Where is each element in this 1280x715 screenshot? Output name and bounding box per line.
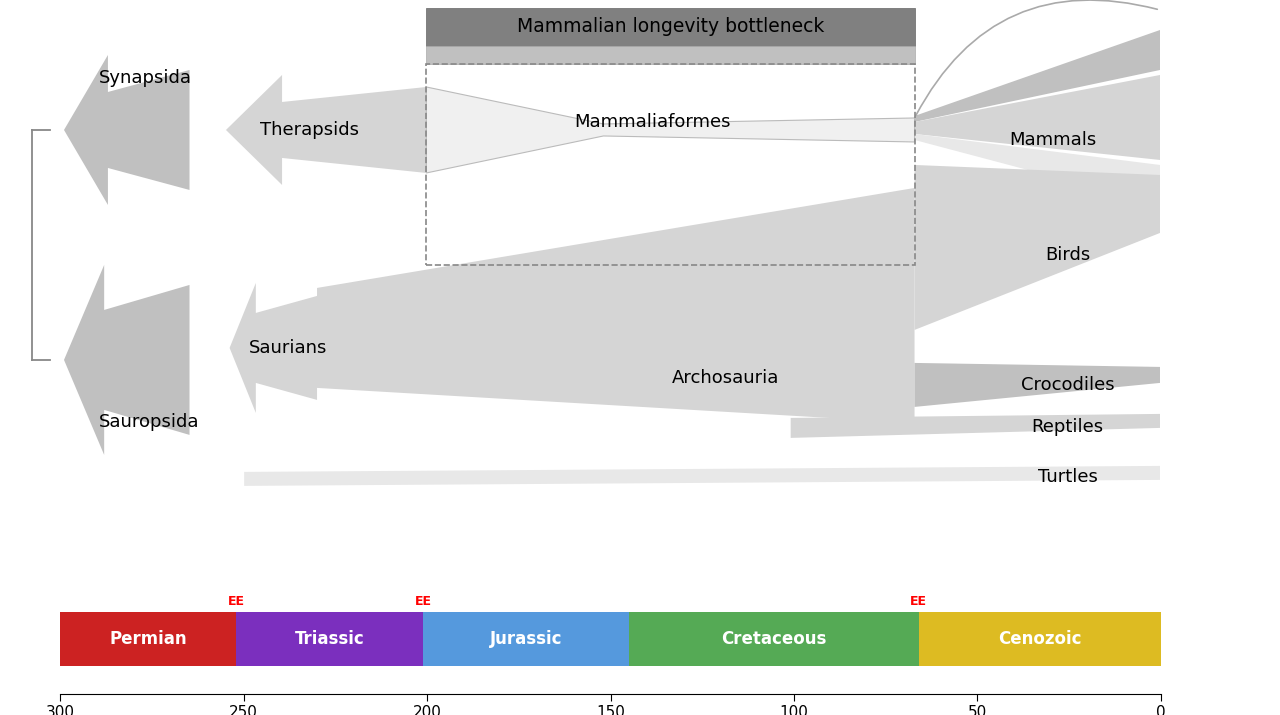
Text: EE: EE [228, 595, 244, 608]
Bar [919, 612, 1161, 666]
Polygon shape [64, 265, 189, 455]
Text: Cenozoic: Cenozoic [998, 630, 1082, 648]
Text: Crocodiles: Crocodiles [1020, 376, 1115, 394]
Polygon shape [64, 55, 189, 205]
Text: EE: EE [910, 595, 927, 608]
Text: Jurassic: Jurassic [490, 630, 562, 648]
Polygon shape [426, 8, 914, 46]
Polygon shape [426, 87, 914, 173]
Text: EE: EE [415, 595, 431, 608]
Polygon shape [914, 165, 1160, 330]
Text: Permian: Permian [109, 630, 187, 648]
Text: Mammalian longevity bottleneck: Mammalian longevity bottleneck [517, 17, 824, 36]
Polygon shape [914, 363, 1160, 407]
Text: Birds: Birds [1044, 246, 1091, 264]
Polygon shape [317, 188, 914, 423]
Text: Triassic: Triassic [294, 630, 365, 648]
Bar [237, 612, 424, 666]
Text: Mammaliaformes: Mammaliaformes [573, 113, 731, 131]
Bar [628, 612, 919, 666]
Polygon shape [791, 414, 1160, 438]
Polygon shape [229, 283, 317, 413]
Text: Therapsids: Therapsids [260, 121, 360, 139]
Text: Reptiles: Reptiles [1032, 418, 1103, 436]
Text: Turtles: Turtles [1038, 468, 1097, 486]
Polygon shape [426, 46, 914, 64]
Text: Synapsida: Synapsida [99, 69, 192, 87]
Text: Cretaceous: Cretaceous [721, 630, 827, 648]
Bar [424, 612, 628, 666]
Text: Sauropsida: Sauropsida [99, 413, 198, 431]
Polygon shape [227, 75, 426, 185]
Polygon shape [914, 30, 1160, 122]
Bar [60, 612, 237, 666]
Text: Saurians: Saurians [248, 339, 328, 357]
Text: Archosauria: Archosauria [672, 369, 778, 387]
Bar [426, 64, 914, 265]
Polygon shape [244, 466, 1160, 486]
Polygon shape [914, 134, 1160, 205]
Text: Mammals: Mammals [1010, 131, 1097, 149]
Polygon shape [914, 75, 1160, 160]
